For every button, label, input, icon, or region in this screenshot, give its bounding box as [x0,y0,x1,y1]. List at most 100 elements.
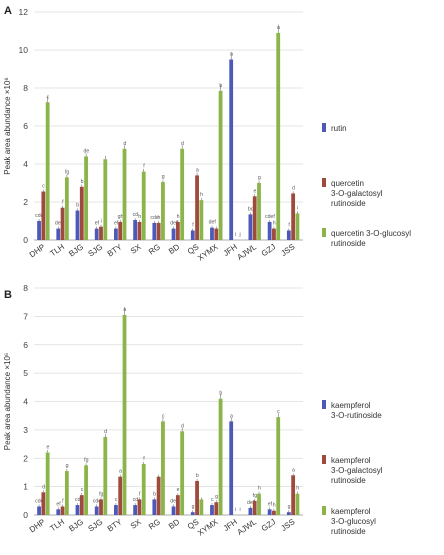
panel-b-bar [190,512,195,515]
panel-a-bar [37,221,41,240]
panel-b-significance-letter: h [258,486,261,492]
panel-b-significance-letter: a [292,467,295,473]
panel-b-legend-label: kaempferol 3-O-galactosyl rutinoside [331,456,383,485]
panel-a-bar [122,148,127,240]
panel-b-bar [137,499,142,515]
panel-b-bar [257,493,261,515]
panel-b-legend-label: kaempferol 3-O-glucosyl rutinoside [331,507,376,536]
panel-a-bar [137,221,142,240]
panel-a-legend-label: quercetin 3-O-glucosyl rutinoside [331,229,411,248]
panel-b-y-tick-label: 5 [23,368,28,378]
panel-b-letter: B [4,289,12,301]
panel-a-bar [257,183,261,240]
panel-a-x-tick-label: SJG [86,242,104,258]
panel-a-letter: A [4,5,12,17]
panel-a-significance-letter: b [76,203,79,209]
panel-b-significance-letter: ef [56,501,61,507]
panel-b-bar [218,398,223,515]
panel-b-significance-letter: g [215,494,218,500]
panel-b-bar [152,499,157,515]
panel-a-significance-letter: h [273,221,276,227]
panel-a-bar [180,148,185,240]
panel-a-significance-letter: h [177,214,180,220]
panel-a-bar [272,228,276,240]
panel-a-y-tick-label: 6 [23,121,28,131]
panel-b-bar [171,506,176,515]
panel-a-significance-letter: ef [95,221,100,227]
panel-a-bar [60,207,65,240]
panel-a-legend-swatch [322,228,326,237]
panel-b-bar [94,506,99,515]
panel-a-significance-letter: f [143,164,145,170]
panel-a-bar [229,59,234,240]
panel-b-bar [103,436,108,515]
panel-a-significance-letter: b [81,179,84,185]
panel-b-x-tick-label: BTY [106,517,124,534]
panel-b-significance-letter: def [170,498,178,504]
panel-b-significance-letter: def [247,500,255,506]
panel-b-bar [272,510,276,515]
panel-a-significance-letter: h [157,215,160,221]
panel-b-legend-swatch [322,506,326,515]
panel-a-significance-letter: c [42,184,45,190]
panel-b-x-tick-label: DHP [28,517,47,534]
panel-b-legend-label: kaempferol 3-O-rutinoside [331,401,382,420]
panel-a-bar [84,156,88,240]
panel-b-bar [64,471,69,515]
panel-b-y-tick-label: 4 [23,397,28,407]
panel-a-bar [295,213,300,240]
panel-a-y-tick-label: 8 [23,83,28,93]
panel-b-bar [41,492,46,515]
panel-a-significance-letter: j [238,232,240,238]
panel-b-significance-letter: b [196,473,199,479]
panel-b-significance-letter: i [235,507,236,513]
panel-a-significance-letter: d [181,141,184,147]
panel-a-x-tick-label: SX [129,242,143,256]
panel-b-x-tick-label: BJG [67,517,85,533]
panel-a-significance-letter: cdef [265,214,275,220]
panel-b-bar [156,476,161,515]
panel-b-bar [267,509,272,515]
panel-b-bar [79,495,84,515]
panel-a-y-axis-label: Peak area abundance ×10⁶ [3,77,12,174]
panel-a-significance-letter: f [288,223,290,229]
panel-b-significance-letter: cde [35,498,43,504]
panel-b-significance-letter: h [273,503,276,509]
panel-b-x-tick-label: SJG [86,517,104,533]
panel-b-bar [276,417,281,515]
panel-b-bar [45,452,50,515]
panel-a-bar [133,220,138,240]
panel-a-significance-letter: ef [114,221,119,227]
panel-a-y-tick-label: 10 [19,45,29,55]
panel-b-y-tick-label: 7 [23,311,28,321]
panel-b-bar [99,499,103,515]
panel-a-significance-letter: gh [118,214,124,220]
panel-a-bar [210,227,214,240]
panel-a-bar [190,230,195,240]
panel-a-bar [141,171,146,240]
panel-b-x-tick-label: SX [129,517,143,531]
panel-b-y-tick-label: 3 [23,425,28,435]
panel-b-significance-letter: c [211,497,214,503]
panel-b-significance-letter: f [143,456,145,462]
panel-a-significance-letter: g [162,174,165,180]
panel-a-legend-swatch [322,123,326,132]
panel-a-legend-swatch [322,178,326,187]
panel-a-bar [79,186,84,240]
panel-a-bar [156,222,161,240]
panel-a-significance-letter: f [62,200,64,206]
panel-b-legend-swatch [322,455,326,464]
panel-a-bar [286,230,291,240]
panel-b-significance-letter: c [81,487,84,493]
panel-a-significance-letter: h [138,214,141,220]
panel-a-bar [41,191,46,240]
panel-a-significance-letter: c [47,94,50,100]
panel-b-y-tick-label: 6 [23,340,28,350]
panel-b-bar [161,421,165,515]
panel-a-bar [214,228,219,240]
panel-a-legend-label: rutin [331,124,347,133]
panel-a-significance-letter: def [209,220,217,226]
panel-a-significance-letter: i [101,219,102,225]
panel-b-x-tick-label: GZJ [260,517,278,533]
panel-b-significance-letter: a [230,413,233,419]
